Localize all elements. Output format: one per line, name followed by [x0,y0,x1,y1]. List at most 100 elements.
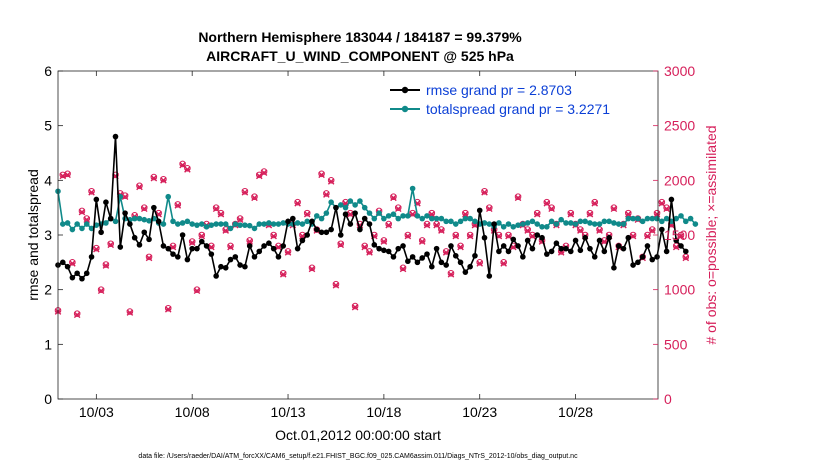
x-axis-label: Oct.01,2012 00:00:00 start [275,427,441,443]
series-point-spread [175,221,181,227]
obs-possible-point [126,308,134,315]
obs-possible-point [543,198,551,206]
series-point-spread [136,215,143,222]
series-point-spread [184,218,191,225]
series-point-rmse [390,254,397,260]
series-point-rmse [577,247,584,254]
series-point-rmse [630,262,636,268]
series-point-rmse [337,232,344,238]
series-point-spread [64,220,71,226]
obs-assimilated-point [404,232,412,240]
series-point-rmse [553,240,560,246]
obs-possible-point [586,209,594,217]
series-point-rmse [290,215,296,222]
obs-assimilated-point [323,191,330,198]
legend-rmse-label: rmse grand pr = 2.8703 [426,82,572,98]
series-point-spread [443,218,449,225]
obs-possible-point [337,240,345,248]
series-point-rmse [457,259,464,266]
series-point-spread [433,215,440,222]
obs-possible-point [136,182,143,190]
obs-possible-point [591,198,599,206]
series-point-rmse [414,259,421,266]
series-point-rmse [395,245,402,252]
series-point-rmse [69,274,76,281]
chart-title-line2: AIRCRAFT_U_WIND_COMPONENT @ 525 hPa [206,48,514,64]
obs-possible-point [404,231,412,239]
series-point-rmse [107,215,114,222]
series-point-spread [304,218,311,225]
obs-assimilated-point [78,208,86,216]
series-point-spread [385,213,392,219]
obs-assimilated-point [174,202,182,209]
legend: rmse grand pr = 2.8703 totalspread grand… [383,79,653,121]
series-point-spread [601,218,608,225]
series-point-rmse [520,254,526,260]
series-point-spread [366,210,373,216]
x-tick-label-4: 10/23 [462,404,497,420]
series-point-spread [328,199,334,205]
series-point-rmse [261,243,267,249]
chart-title-line1: Northern Hemisphere 183044 / 184187 = 99… [198,29,522,45]
series-point-rmse [155,218,162,225]
obs-assimilated-point [591,199,599,207]
series-point-rmse [117,244,124,250]
series-point-spread [625,215,632,222]
series-point-spread [572,221,579,227]
series-point-rmse [639,254,646,260]
obs-assimilated-point [423,221,431,229]
obs-assimilated-point [672,243,680,251]
obs-assimilated-point [624,210,632,218]
obs-assimilated-point [222,227,230,234]
series-point-spread [69,226,76,233]
series-point-rmse [347,221,354,227]
obs-possible-point [394,204,402,211]
series-point-rmse [376,245,382,252]
obs-assimilated-point [529,232,536,240]
obs-assimilated-point [577,227,584,234]
series-point-spread [659,218,665,225]
obs-possible-point [164,304,172,312]
obs-assimilated-point [279,271,287,278]
series-point-rmse [232,254,239,260]
series-point-rmse [175,254,181,260]
series-point-rmse [218,263,224,270]
series-point-spread [270,221,277,227]
obs-assimilated-point [586,210,594,218]
obs-assimilated-point [409,210,416,218]
series-point-rmse [323,229,330,236]
series-point-rmse [299,237,306,244]
obs-possible-point [327,177,335,184]
obs-assimilated-point [64,171,71,179]
obs-possible-point [241,187,249,195]
obs-possible-point [577,226,584,233]
x-tick-label-0: 10/03 [79,404,114,420]
series-point-rmse [615,243,622,249]
series-point-rmse [591,254,598,260]
series-point-rmse [88,254,95,260]
obs-assimilated-point [260,169,268,176]
series-point-rmse [127,221,133,227]
obs-possible-point [677,231,685,239]
series-point-rmse [246,243,253,249]
obs-assimilated-point [524,227,531,234]
series-point-spread [112,218,119,225]
series-point-spread [74,221,80,227]
obs-assimilated-point [433,221,440,229]
series-point-rmse [208,251,215,257]
series-point-rmse [222,265,229,271]
series-point-rmse [429,263,435,270]
series-point-rmse [304,232,311,238]
obs-assimilated-point [462,210,469,218]
series-point-rmse [567,248,574,255]
obs-assimilated-point [399,265,407,273]
series-point-spread [170,218,176,225]
series-point-spread [534,221,541,227]
obs-assimilated-point [644,232,651,240]
obs-assimilated-point [457,243,464,251]
series-point-spread [357,198,363,204]
obs-assimilated-point [677,232,685,240]
series-point-rmse [438,259,445,266]
series-point-spread [103,220,109,226]
obs-possible-point [409,209,416,217]
